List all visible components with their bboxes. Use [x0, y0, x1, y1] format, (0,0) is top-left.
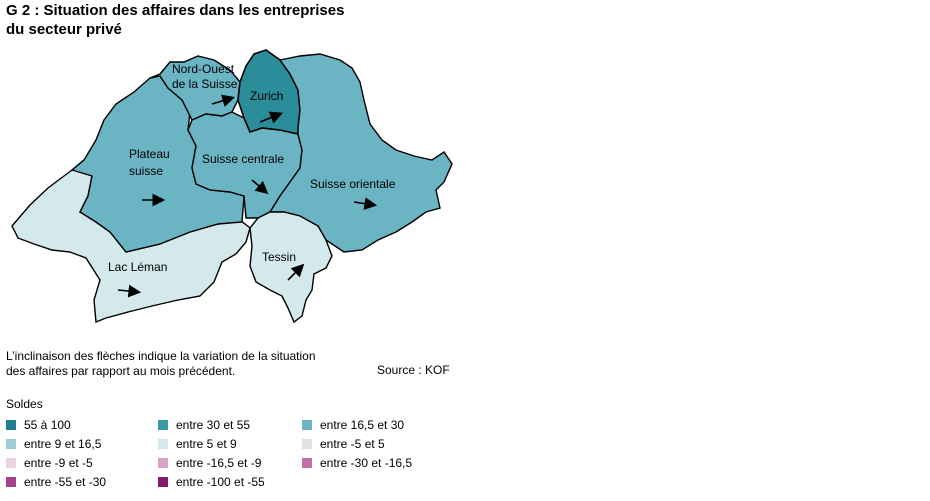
legend-label: entre -5 et 5: [320, 437, 385, 451]
arrow-note: L’inclinaison des flèches indique la var…: [6, 349, 366, 379]
label-suisse-orientale: Suisse orientale: [310, 177, 396, 191]
legend-swatch: [6, 420, 16, 430]
region-suisse-orientale[interactable]: [268, 53, 453, 253]
arrow-lac-leman: [117, 284, 142, 298]
legend-swatch: [302, 458, 312, 468]
legend-item: entre 9 et 16,5: [6, 437, 101, 451]
source-text: Source : KOF: [377, 363, 450, 377]
label-lac-leman: Lac Léman: [108, 260, 167, 274]
legend-swatch: [158, 420, 168, 430]
legend-label: entre 5 et 9: [176, 437, 237, 451]
legend-label: entre 16,5 et 30: [320, 418, 405, 432]
legend-item: entre -100 et -55: [158, 475, 265, 489]
arrow-zurich: [259, 111, 283, 124]
legend-swatch: [158, 439, 168, 449]
legend-swatch: [158, 477, 168, 487]
legend-title: Soldes: [6, 397, 43, 411]
region-tessin[interactable]: [249, 211, 333, 324]
legend-swatch: [6, 458, 16, 468]
title-line-2: du secteur privé: [6, 21, 122, 38]
note-line-2: des affaires par rapport au mois précéde…: [6, 364, 236, 378]
legend-label: entre 30 et 55: [176, 418, 251, 432]
label-nord-ouest-line2: de la Suisse: [172, 77, 238, 91]
chart-title: G 2 : Situation des affaires dans les en…: [6, 1, 344, 39]
title-line-1: G 2 : Situation des affaires dans les en…: [6, 2, 345, 19]
legend-label: entre -55 et -30: [24, 475, 107, 489]
label-plateau-line2: suisse: [129, 164, 163, 178]
legend-swatch: [158, 458, 168, 468]
legend-label: entre -16,5 et -9: [176, 456, 262, 470]
label-plateau-line1: Plateau: [129, 147, 170, 161]
arrow-suisse-centrale: [251, 179, 269, 195]
legend-label: entre -100 et -55: [176, 475, 265, 489]
legend-item: entre 30 et 55: [158, 418, 250, 432]
label-tessin: Tessin: [262, 250, 296, 264]
legend-item: entre -16,5 et -9: [158, 456, 261, 470]
legend-label: 55 à 100: [24, 418, 71, 432]
legend-label: entre -9 et -5: [24, 456, 93, 470]
label-nord-ouest-line1: Nord-Ouest: [172, 62, 235, 76]
legend-item: entre 5 et 9: [158, 437, 237, 451]
legend-item: 55 à 100: [6, 418, 71, 432]
legend-item: entre -9 et -5: [6, 456, 93, 470]
legend-swatch: [6, 477, 16, 487]
arrow-nord-ouest: [211, 94, 236, 107]
arrow-tessin: [287, 263, 305, 281]
legend-item: entre -55 et -30: [6, 475, 106, 489]
note-line-1: L’inclinaison des flèches indique la var…: [6, 349, 316, 363]
label-suisse-centrale: Suisse centrale: [202, 152, 284, 166]
legend-swatch: [302, 439, 312, 449]
arrow-suisse-orientale: [353, 197, 378, 210]
legend-label: entre -30 et -16,5: [320, 456, 413, 470]
legend-label: entre 9 et 16,5: [24, 437, 102, 451]
legend-item: entre 16,5 et 30: [302, 418, 404, 432]
legend-swatch: [6, 439, 16, 449]
label-zurich: Zurich: [250, 89, 283, 103]
legend-swatch: [302, 420, 312, 430]
legend-item: entre -5 et 5: [302, 437, 385, 451]
legend-item: entre -30 et -16,5: [302, 456, 412, 470]
